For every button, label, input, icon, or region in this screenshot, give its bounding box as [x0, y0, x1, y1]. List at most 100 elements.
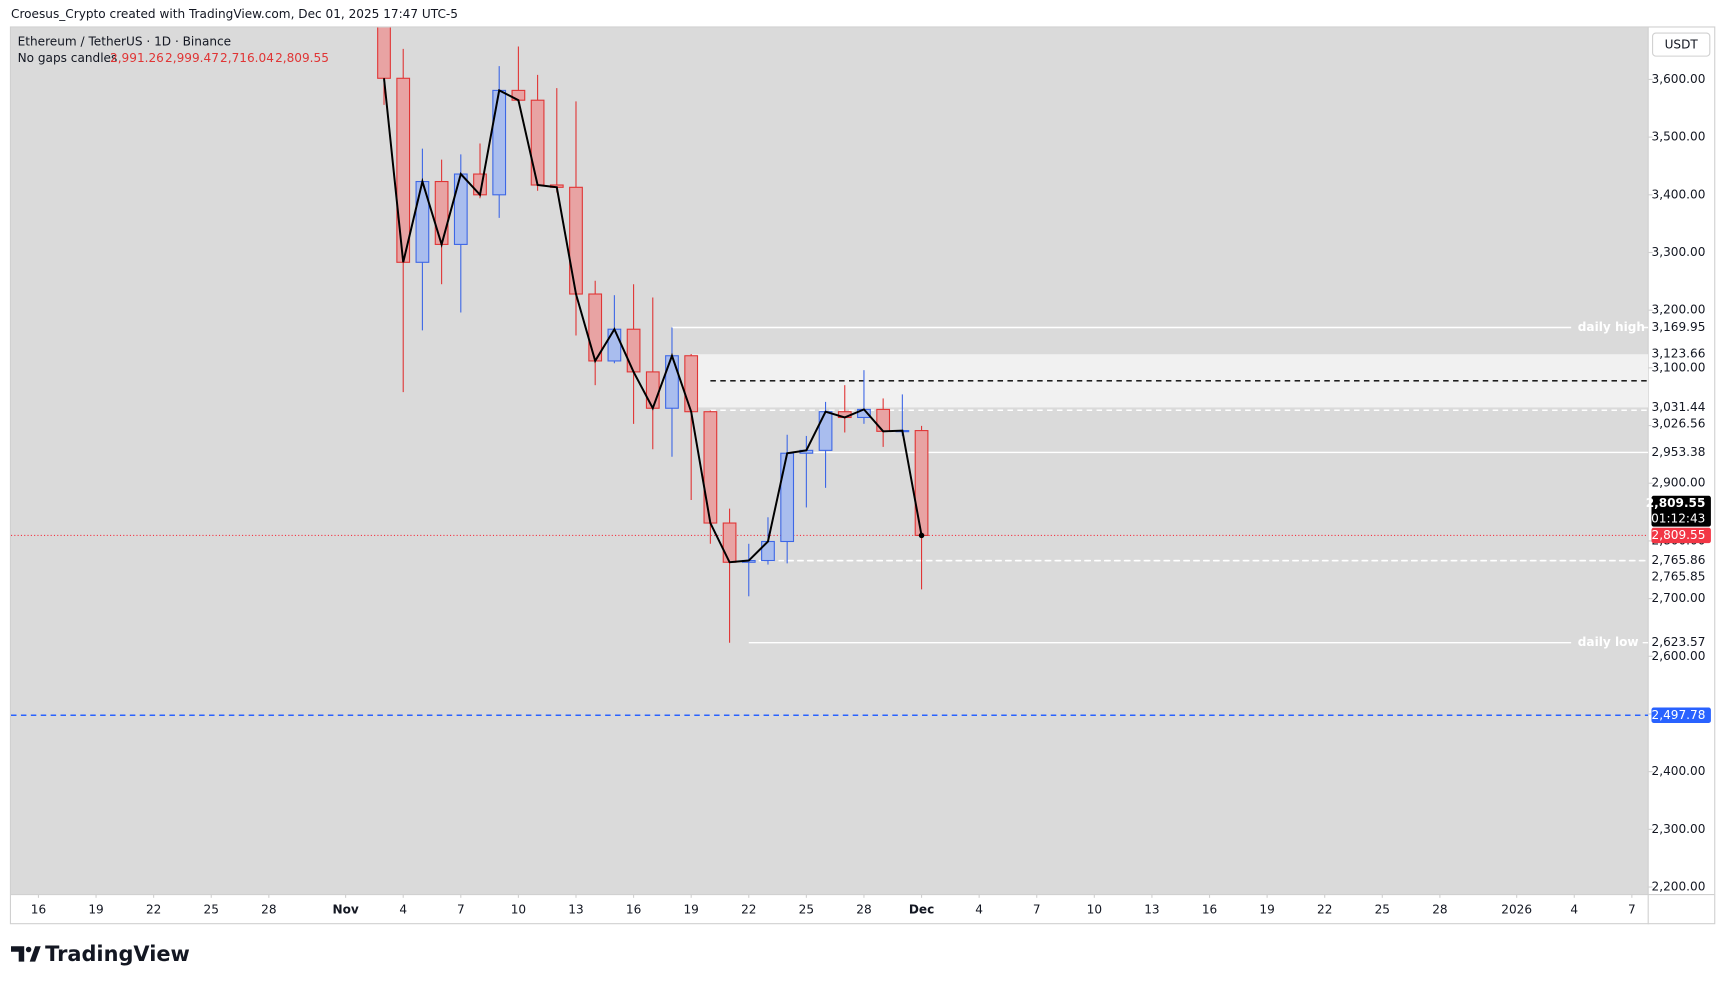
legend-symbol: Ethereum / TetherUS · 1D · Binance [18, 34, 232, 48]
axis-layer: 16 19 22 25 28 Nov 4 7 10 13 16 19 22 25 28 Dec 4 7 10 13 16… [31, 72, 1711, 916]
x-tick-label: 28 [1432, 902, 1447, 916]
legend-value: 2,809.55 [275, 51, 329, 65]
x-tick-label: 10 [511, 902, 526, 916]
x-tick-label: 25 [1375, 902, 1390, 916]
close-line [383, 78, 923, 564]
price-label-box [1651, 444, 1711, 461]
candle-body [453, 173, 468, 245]
x-tick-label: 7 [457, 902, 465, 916]
candle-body [645, 371, 660, 409]
x-tick-label: 22 [741, 902, 756, 916]
x-tick-label: 19 [1259, 902, 1274, 916]
candle-body [492, 89, 507, 196]
candle-body [876, 408, 891, 432]
y-tick-label: 2,900.00 [1652, 476, 1706, 490]
price-label: 2,765.86 [1652, 553, 1706, 567]
level-text: daily low [1578, 635, 1639, 649]
y-tick-label: 3,400.00 [1652, 187, 1706, 201]
candle-body [569, 186, 583, 295]
x-tick-label: 28 [856, 902, 871, 916]
x-tick-label: 25 [799, 902, 814, 916]
price-label-box [1651, 319, 1711, 336]
price-label-box [1651, 346, 1711, 362]
price-label-box [1651, 495, 1711, 527]
x-tick-label: 16 [626, 902, 641, 916]
candle-body [780, 452, 795, 543]
plot-layer: daily high daily low [11, 27, 1649, 716]
price-label: 2,809.55 [1646, 496, 1706, 510]
x-tick-label: 13 [568, 902, 583, 916]
last-close-dot [918, 532, 925, 539]
logo-text: TradingView [45, 942, 190, 966]
legend-value: 2,991.26 [110, 51, 164, 65]
candle-body [665, 355, 679, 409]
countdown: 01:12:43 [1651, 511, 1705, 525]
candle-body [722, 522, 737, 563]
header: Croesus_Crypto created with TradingView.… [11, 7, 458, 21]
x-tick-label: 4 [975, 902, 983, 916]
candle-body [818, 411, 833, 451]
level-text: daily high [1578, 320, 1645, 334]
x-tick-label: 2026 [1501, 902, 1532, 916]
price-label: 3,031.44 [1652, 400, 1706, 414]
x-tick-label: 13 [1144, 902, 1159, 916]
legend-indicator: No gaps candles [18, 51, 118, 65]
x-tick-label: 19 [683, 902, 698, 916]
x-tick-label: 4 [399, 902, 407, 916]
x-tick-label: 25 [204, 902, 219, 916]
y-tick-label: 3,500.00 [1652, 130, 1706, 144]
x-tick-label: 28 [261, 902, 276, 916]
price-label: 2,765.85 [1652, 570, 1706, 584]
price-label-box [1651, 707, 1711, 723]
candle-body [607, 328, 622, 362]
x-tick-label: 7 [1628, 902, 1636, 916]
y-tick-label: 2,200.00 [1652, 880, 1706, 894]
candle-body [530, 99, 545, 186]
candle-body [761, 540, 775, 562]
price-label-box [1651, 569, 1711, 585]
y-tick-label: 2,600.00 [1652, 649, 1706, 663]
price-label: 3,026.56 [1652, 416, 1706, 430]
price-label-box [1651, 416, 1711, 432]
candle-body [914, 430, 929, 536]
currency-button[interactable] [1652, 32, 1711, 57]
candle-body [626, 328, 641, 373]
candle-body [434, 180, 449, 245]
y-tick-label: 3,300.00 [1652, 245, 1706, 259]
x-tick-label: 10 [1087, 902, 1102, 916]
price-label: 3,169.95 [1652, 320, 1706, 334]
y-tick-label: 3,600.00 [1652, 72, 1706, 86]
price-label-box [1651, 399, 1711, 416]
y-tick-label: 2,700.00 [1652, 591, 1706, 605]
y-tick-label: 3,200.00 [1652, 303, 1706, 317]
x-tick-label: 22 [1317, 902, 1332, 916]
x-tick-label: 22 [146, 902, 161, 916]
price-label: 3,123.66 [1652, 347, 1706, 361]
price-label-box [1651, 527, 1711, 544]
logo-icon [11, 946, 41, 962]
legend-value: 2,716.04 [220, 51, 274, 65]
price-label: 2,623.57 [1652, 635, 1706, 649]
x-tick-label: Nov [332, 902, 358, 916]
x-tick-label: 16 [31, 902, 46, 916]
price-label: 2,809.55 [1652, 528, 1706, 542]
x-tick-label: Dec [909, 902, 934, 916]
x-tick-label: 7 [1033, 902, 1041, 916]
y-tick-label: 2,400.00 [1652, 764, 1706, 778]
y-tick-label: 2,300.00 [1652, 822, 1706, 836]
price-label-box [1651, 634, 1711, 651]
candle-body [588, 293, 603, 362]
y-tick-label: 3,100.00 [1652, 360, 1706, 374]
currency[interactable]: USDT [1665, 38, 1699, 52]
candle-body [703, 411, 718, 524]
candle-body [377, 27, 391, 79]
x-tick-label: 19 [88, 902, 103, 916]
candle-body [396, 77, 411, 263]
price-label: 2,497.78 [1652, 708, 1706, 722]
x-tick-label: 16 [1202, 902, 1217, 916]
candle-body [684, 355, 699, 413]
price-label: 2,953.38 [1652, 445, 1706, 459]
x-tick-label: 4 [1570, 902, 1578, 916]
